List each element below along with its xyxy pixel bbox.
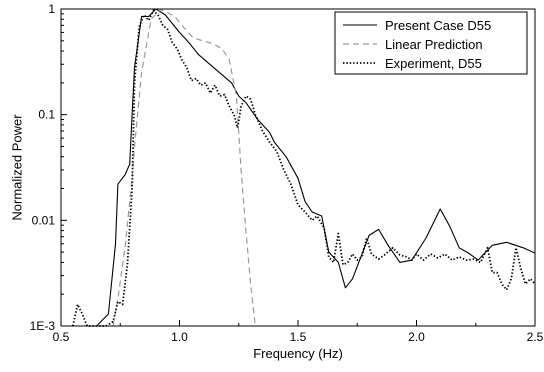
x-axis-label: Frequency (Hz): [253, 346, 343, 361]
x-tick-label: 0.5: [53, 330, 70, 344]
y-axis-label: Normalized Power: [10, 114, 25, 221]
series-line-2: [112, 8, 256, 327]
x-tick-label: 2.0: [408, 330, 425, 344]
y-tick-label: 0.1: [38, 108, 55, 122]
legend-label-2: Linear Prediction: [385, 37, 483, 52]
x-tick-label: 2.5: [527, 330, 544, 344]
series-layer: [61, 8, 536, 327]
x-tick-label: 1.0: [171, 330, 188, 344]
legend-label-1: Present Case D55: [385, 18, 491, 33]
y-tick-label: 1: [48, 2, 55, 16]
x-tick-label: 1.5: [290, 330, 307, 344]
y-tick-label: 1E-3: [30, 319, 56, 333]
series-line-1: [61, 8, 536, 327]
series-line-3: [72, 9, 536, 327]
legend-label-3: Experiment, D55: [385, 56, 482, 71]
legend: Present Case D55 Linear Prediction Experim…: [334, 11, 528, 75]
axis-ticks: 0.5 1.0 1.5 2.0 2.5 1E-3 0.01 0.1 1: [30, 2, 544, 344]
y-tick-label: 0.01: [32, 213, 56, 227]
